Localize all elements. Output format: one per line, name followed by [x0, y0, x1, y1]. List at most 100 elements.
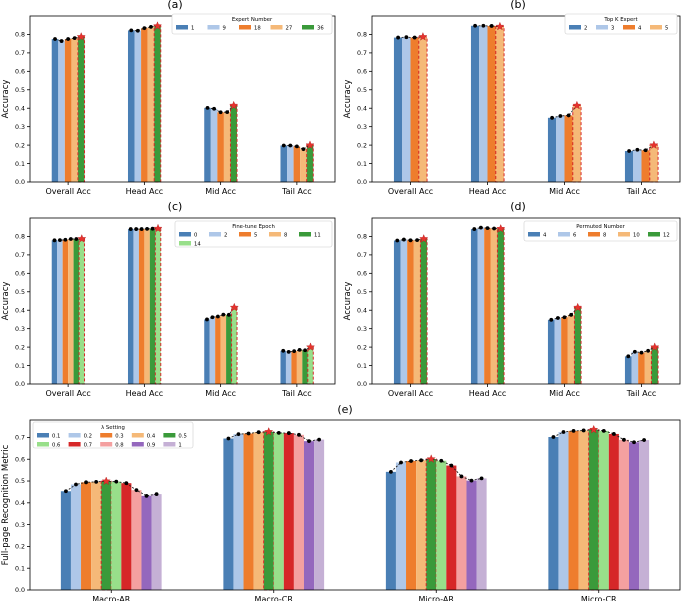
bar-macro-ar-0.9: [141, 495, 152, 590]
bar-tail-acc-2: [624, 151, 634, 182]
bar-tail-acc-5: [291, 351, 297, 384]
x-tick-label: Tail Acc: [281, 187, 312, 196]
bar-micro-cr-0.1: [548, 437, 559, 590]
point-marker: [409, 459, 413, 463]
bar-overall-acc-1: [51, 39, 59, 182]
bar-macro-cr-0.2: [233, 434, 244, 590]
bar-head-acc-11: [149, 228, 156, 384]
bar-head-acc-8: [144, 228, 150, 384]
legend-swatch: [269, 232, 281, 237]
bar-micro-ar-0.7: [446, 465, 457, 590]
y-tick-label: 0.5: [15, 289, 25, 296]
bar-head-acc-0: [127, 229, 134, 384]
bar-macro-ar-0.8: [131, 490, 142, 590]
x-tick-label: Head Acc: [126, 187, 164, 196]
bar-mid-acc-4: [564, 115, 573, 182]
point-marker: [205, 105, 210, 110]
bar-macro-cr-0.4: [253, 432, 264, 590]
legend-label: 0.3: [115, 433, 123, 439]
point-marker: [66, 37, 71, 41]
point-marker: [643, 148, 648, 153]
legend-title: λ Setting: [101, 425, 125, 431]
legend-box: [32, 421, 194, 449]
legend-swatch: [37, 433, 49, 438]
best-star-marker: [153, 223, 163, 233]
best-star-marker: [649, 140, 659, 149]
legend-label: 4: [543, 232, 547, 238]
point-marker: [469, 478, 474, 483]
x-tick-label: Mid Acc: [549, 187, 580, 196]
trend-line: [552, 105, 578, 119]
bar-overall-acc-4: [410, 37, 419, 182]
y-tick-label: 0.7: [15, 435, 25, 442]
bar-head-acc-12: [496, 228, 505, 385]
y-tick-label: 0.8: [357, 32, 367, 39]
point-marker: [569, 312, 574, 317]
point-marker: [404, 35, 409, 40]
bar-overall-acc-18: [64, 39, 72, 182]
point-marker: [459, 474, 464, 479]
y-tick-label: 0.8: [15, 32, 25, 39]
bar-tail-acc-27: [300, 149, 307, 182]
bar-head-acc-2: [470, 25, 480, 182]
point-marker: [551, 435, 556, 439]
point-marker: [408, 238, 413, 243]
legend-swatch: [163, 442, 176, 447]
bar-mid-acc-3: [556, 115, 565, 182]
point-marker: [276, 430, 281, 435]
x-tick-label: Tail Acc: [281, 389, 312, 398]
y-tick-label: 0.6: [15, 69, 25, 76]
point-marker: [561, 430, 566, 434]
point-marker: [303, 348, 307, 353]
bar-micro-cr-0.5: [588, 429, 600, 591]
bar-tail-acc-14: [307, 346, 314, 385]
bar-micro-cr-0.4: [578, 430, 589, 590]
y-tick-label: 0.1: [15, 363, 25, 370]
legend-label: 1: [178, 442, 181, 448]
point-marker: [566, 113, 571, 118]
legend-swatch: [558, 232, 570, 237]
y-tick-label: 0.7: [15, 252, 25, 259]
y-axis-label: Accuracy: [343, 80, 353, 119]
bar-micro-cr-0.7: [608, 433, 619, 590]
y-tick-label: 0.3: [357, 326, 367, 333]
point-marker: [581, 428, 586, 433]
bar-micro-ar-0.6: [436, 460, 447, 590]
x-tick-label: Micro-CR: [581, 595, 617, 601]
bar-tail-acc-6: [631, 351, 639, 384]
best-star-marker: [264, 427, 274, 436]
trend-line: [131, 25, 158, 32]
point-marker: [142, 26, 147, 31]
legend-swatch: [68, 433, 81, 438]
y-tick-label: 0.6: [15, 456, 25, 463]
bar-macro-cr-0.6: [273, 432, 284, 590]
bar-macro-ar-0.6: [111, 481, 122, 590]
legend-swatch: [100, 433, 113, 438]
panel-a: (a) 0.0 0.1 0.2 0.3 0.4 0.5 0.6 0.7 0.8 Accuracy Ov…: [1, 0, 336, 196]
point-marker: [72, 36, 77, 41]
point-marker: [154, 492, 159, 497]
y-tick-label: 0.1: [15, 161, 25, 168]
bar-overall-acc-14: [78, 238, 86, 385]
legend-label: 0.2: [84, 433, 92, 439]
point-marker: [149, 24, 153, 29]
best-star-marker: [650, 342, 660, 351]
y-tick-label: 0.0: [15, 179, 25, 186]
point-marker: [68, 237, 73, 241]
best-star-marker: [229, 302, 239, 312]
bar-mid-acc-18: [217, 112, 224, 182]
point-marker: [415, 238, 420, 243]
bar-overall-acc-8: [407, 240, 414, 384]
point-marker: [485, 226, 490, 231]
bar-macro-ar-0.4: [91, 481, 102, 590]
point-marker: [627, 149, 631, 153]
point-marker: [63, 237, 68, 242]
bar-overall-acc-27: [71, 38, 78, 183]
y-tick-label: 0.0: [357, 381, 367, 388]
legend-swatch: [176, 25, 188, 30]
bar-macro-cr-0.8: [293, 434, 304, 590]
point-marker: [286, 350, 291, 354]
bar-overall-acc-8: [68, 239, 74, 384]
legend-swatch: [596, 25, 608, 30]
point-marker: [297, 347, 302, 352]
